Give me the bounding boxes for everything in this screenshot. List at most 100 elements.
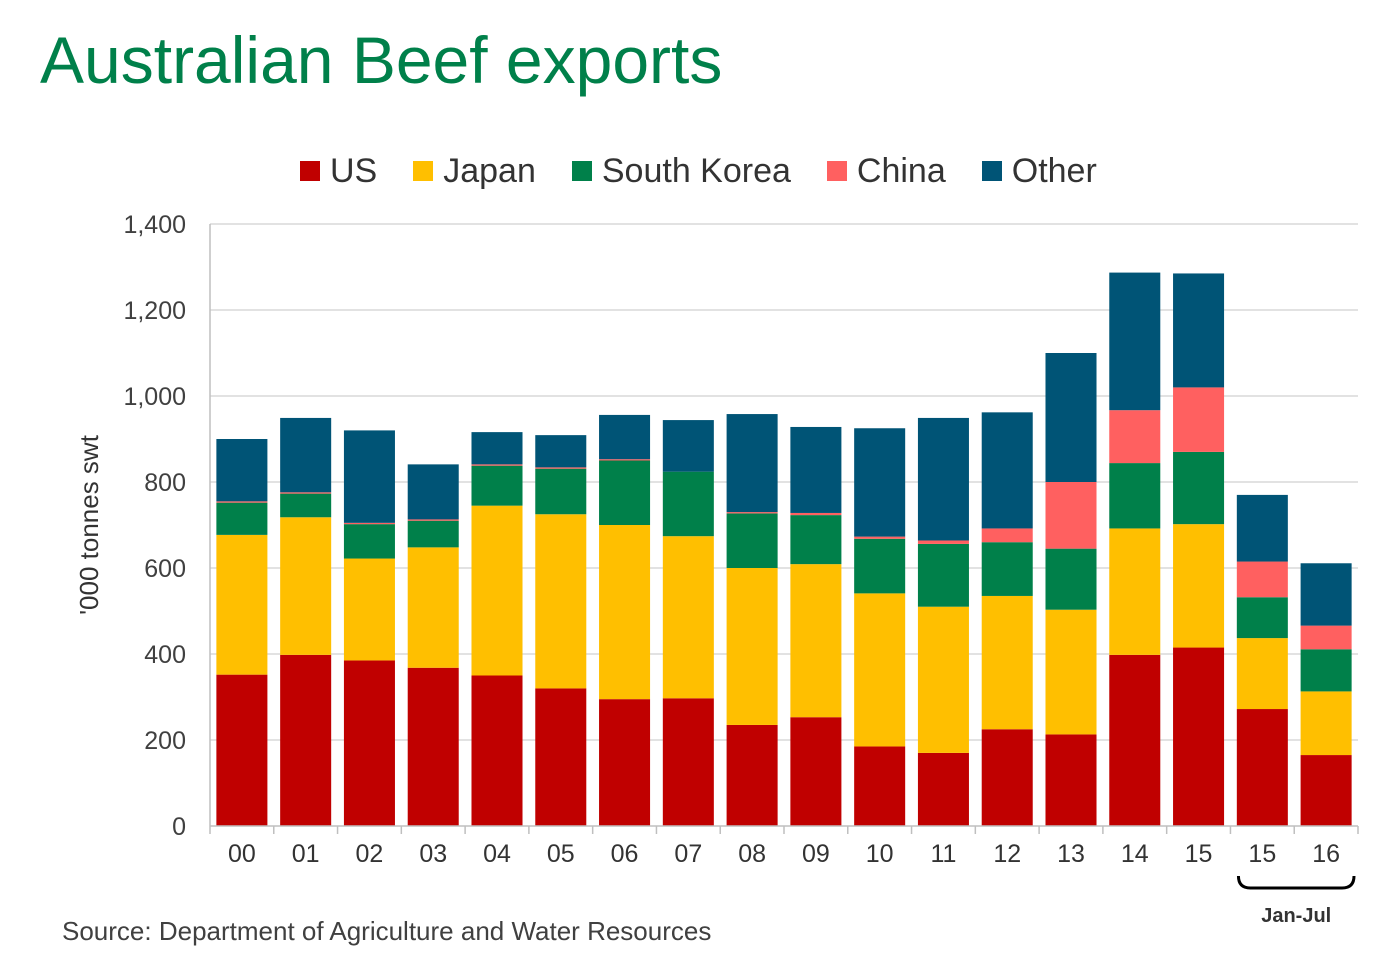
- bar-segment: [471, 464, 523, 466]
- y-tick-label: 200: [144, 727, 186, 755]
- bar-segment: [599, 459, 651, 461]
- x-tick-label: 04: [483, 840, 511, 868]
- bar-segment: [854, 593, 906, 747]
- x-tick-label: 15: [1185, 840, 1213, 868]
- bar-segment: [1236, 494, 1288, 562]
- bar-segment: [917, 417, 969, 541]
- bar-stacks: [216, 272, 1352, 826]
- bar-segment: [790, 515, 842, 565]
- bar-segment: [407, 519, 459, 521]
- bar-segment: [1045, 609, 1097, 735]
- bar-segment: [854, 536, 906, 539]
- bar-segment: [407, 464, 459, 520]
- bar-segment: [854, 746, 906, 826]
- bar-segment: [1045, 482, 1097, 549]
- source-note: Source: Department of Agriculture and Wa…: [62, 916, 712, 946]
- bar-segment: [1173, 273, 1225, 388]
- bar-segment: [726, 414, 778, 513]
- bar-segment: [726, 513, 778, 568]
- x-tick-label: 03: [419, 840, 447, 868]
- bar-segment: [343, 522, 395, 525]
- bar-segment: [981, 729, 1033, 826]
- bar-segment: [1045, 353, 1097, 482]
- bar-segment: [407, 667, 459, 826]
- bar-segment: [216, 439, 268, 502]
- bar-segment: [1236, 709, 1288, 826]
- bar-segment: [662, 698, 714, 826]
- bar-segment: [1173, 647, 1225, 826]
- bar-segment: [726, 568, 778, 725]
- bar-segment: [1236, 561, 1288, 598]
- axes: 0 200 400 600 800 1,000 1,200 1,400 00 01 02 03 04 05…: [123, 211, 1359, 868]
- bar-segment: [216, 674, 268, 826]
- bar-segment: [1173, 524, 1225, 648]
- bar-segment: [1300, 649, 1352, 692]
- bar-segment: [407, 547, 459, 668]
- y-tick-label: 400: [144, 641, 186, 669]
- bar-segment: [917, 540, 969, 544]
- y-tick-label: 800: [144, 469, 186, 497]
- gridlines: [210, 223, 1358, 741]
- x-tick-label: 07: [674, 840, 702, 868]
- legend-item-us: US: [300, 152, 377, 191]
- bar-segment: [343, 524, 395, 559]
- bar-segment: [216, 501, 268, 503]
- bar-segment: [662, 536, 714, 699]
- x-tick-label: 08: [738, 840, 766, 868]
- bar-segment: [1109, 528, 1161, 655]
- bar-segment: [599, 414, 651, 460]
- bar-segment: [981, 595, 1033, 730]
- y-tick-label: 600: [144, 555, 186, 583]
- bar-segment: [1109, 410, 1161, 464]
- bar-segment: [917, 606, 969, 753]
- bar-segment: [216, 534, 268, 675]
- x-tick-label: 01: [292, 840, 320, 868]
- bar-segment: [1300, 755, 1352, 826]
- x-tick-label: 13: [1057, 840, 1085, 868]
- legend-swatch-japan: [413, 161, 434, 181]
- x-tick-label: 10: [866, 840, 894, 868]
- x-tick-label: 00: [228, 840, 256, 868]
- y-tick-label: 0: [172, 813, 186, 841]
- bar-segment: [981, 542, 1033, 596]
- bar-segment: [1236, 597, 1288, 639]
- chart-title: Australian Beef exports: [40, 23, 723, 97]
- jan-jul-label: Jan-Jul: [1261, 905, 1331, 927]
- bar-segment: [662, 471, 714, 537]
- bar-segment: [535, 467, 587, 469]
- bar-segment: [343, 430, 395, 523]
- bar-segment: [471, 505, 523, 676]
- bar-segment: [343, 660, 395, 826]
- bar-segment: [1300, 691, 1352, 756]
- bar-segment: [1173, 451, 1225, 525]
- jan-jul-bracket: [1236, 875, 1356, 890]
- bar-segment: [535, 435, 587, 468]
- bar-segment: [1300, 625, 1352, 650]
- bar-segment: [917, 752, 969, 826]
- bar-segment: [1045, 734, 1097, 826]
- legend-label-japan: Japan: [443, 151, 536, 190]
- bar-segment: [471, 675, 523, 826]
- bar-segment: [790, 564, 842, 718]
- y-tick-label: 1,400: [123, 211, 186, 239]
- legend-item-south-korea: South Korea: [571, 151, 791, 191]
- bar-segment: [535, 688, 587, 826]
- bar-segment: [280, 417, 332, 493]
- bar-segment: [1109, 463, 1161, 529]
- bar-segment: [981, 412, 1033, 529]
- legend-item-japan: Japan: [413, 152, 536, 191]
- bar-segment: [280, 517, 332, 655]
- bar-segment: [662, 420, 714, 472]
- x-tick-label: 06: [611, 840, 639, 868]
- legend-label-china: China: [856, 151, 946, 190]
- legend-label-south-korea: South Korea: [601, 151, 791, 190]
- legend-swatch-south-korea: [571, 161, 592, 181]
- bar-segment: [599, 699, 651, 826]
- bar-segment: [599, 525, 651, 700]
- bar-segment: [535, 514, 587, 689]
- bar-segment: [1109, 272, 1161, 411]
- bar-segment: [726, 512, 778, 514]
- bar-segment: [407, 520, 459, 548]
- legend-item-other: Other: [981, 152, 1097, 191]
